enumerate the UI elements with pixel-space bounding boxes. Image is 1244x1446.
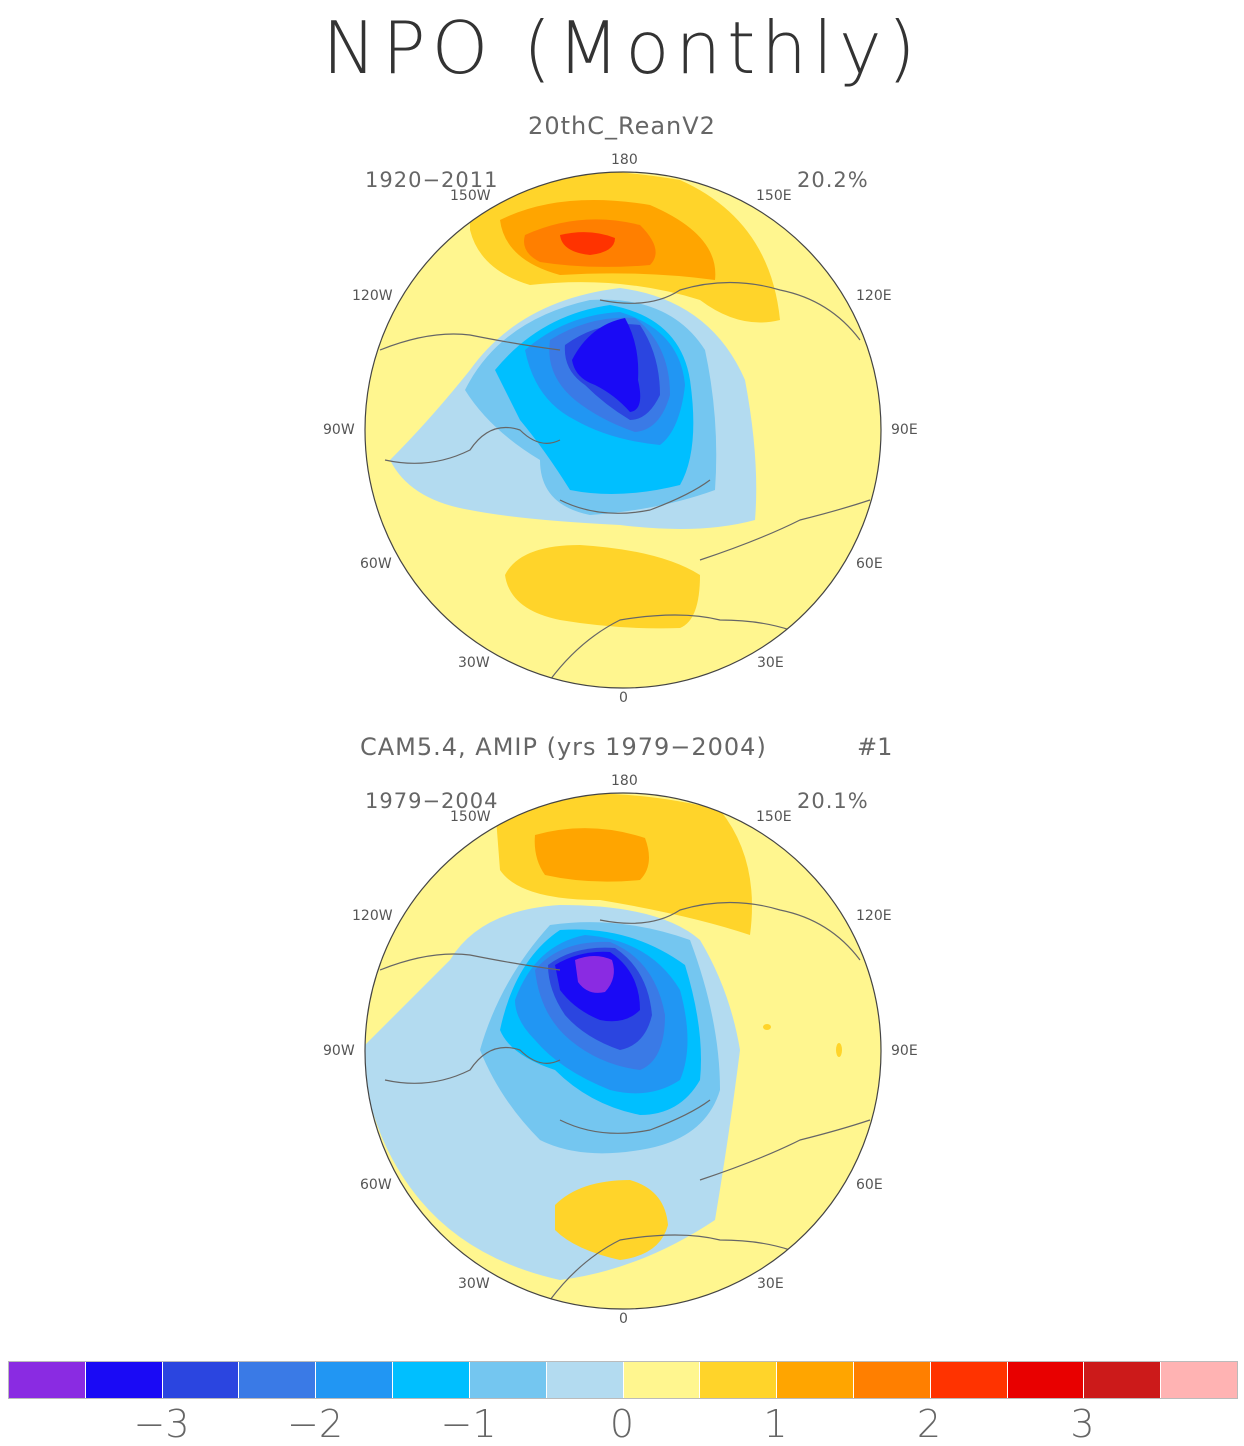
colorbar [8,1361,1238,1399]
colorbar-swatch [161,1362,239,1398]
p2-lon-180: 180 [611,773,638,789]
colorbar-swatch [622,1362,700,1398]
panel-1-variance: 20.2% [797,168,869,192]
colorbar-swatch [84,1362,162,1398]
colorbar-swatch [929,1362,1007,1398]
panel-2-title: CAM5.4, AMIP (yrs 1979−2004) [360,733,767,761]
p2-lon-120e: 120E [856,908,892,924]
panel-1-period: 1920−2011 [365,168,499,192]
p1-lon-120e: 120E [856,288,892,304]
p1-lon-60e: 60E [856,556,883,572]
p1-lon-30e: 30E [757,655,784,671]
p2-lon-30w: 30W [458,1276,490,1292]
p2-lon-150w: 150W [450,809,491,825]
colorbar-tick-label: −2 [286,1402,344,1446]
figure-title: NPO (Monthly) [322,6,922,90]
colorbar-tick-label: −1 [440,1402,497,1446]
panel-1-title: 20thC_ReanV2 [528,112,716,140]
p2-lon-120w: 120W [352,908,393,924]
colorbar-tick-label: 1 [763,1402,788,1446]
colorbar-swatch [315,1362,393,1398]
p2-lon-90e: 90E [891,1043,918,1059]
colorbar-swatch [699,1362,777,1398]
p1-lon-0: 0 [619,690,628,706]
colorbar-tick-label: 3 [1070,1402,1095,1446]
colorbar-swatch [1083,1362,1161,1398]
colorbar-swatch [392,1362,469,1398]
p1-lon-120w: 120W [352,288,393,304]
p1-lon-150w: 150W [450,188,491,204]
panel-2-period: 1979−2004 [365,789,499,813]
p1-lon-150e: 150E [756,188,792,204]
p1-lon-90e: 90E [891,422,918,438]
p2-lon-0: 0 [619,1311,628,1327]
colorbar-swatch [468,1362,546,1398]
colorbar-tick-label: −3 [133,1402,190,1446]
colorbar-tick-label: 0 [609,1402,635,1446]
p1-lon-30w: 30W [458,655,490,671]
p1-lon-60w: 60W [360,556,392,572]
colorbar-swatch [852,1362,930,1398]
panel-2-map [364,792,882,1310]
colorbar-swatch [545,1362,623,1398]
p1-lon-90w: 90W [323,422,355,438]
colorbar-swatch [776,1362,853,1398]
p1-lon-180: 180 [611,152,638,168]
p2-lon-60w: 60W [360,1177,392,1193]
p2-lon-30e: 30E [757,1276,784,1292]
p2-lon-150e: 150E [756,809,792,825]
colorbar-swatch [1160,1362,1237,1398]
colorbar-swatch [9,1362,85,1398]
p2-lon-90w: 90W [323,1043,355,1059]
colorbar-tick-label: 2 [916,1402,942,1446]
panel-1-map [364,171,882,689]
p2-lon-60e: 60E [856,1177,883,1193]
panel-2-run-label: #1 [857,733,893,761]
panel-2-variance: 20.1% [797,789,869,813]
colorbar-swatch [1006,1362,1084,1398]
colorbar-swatch [238,1362,316,1398]
